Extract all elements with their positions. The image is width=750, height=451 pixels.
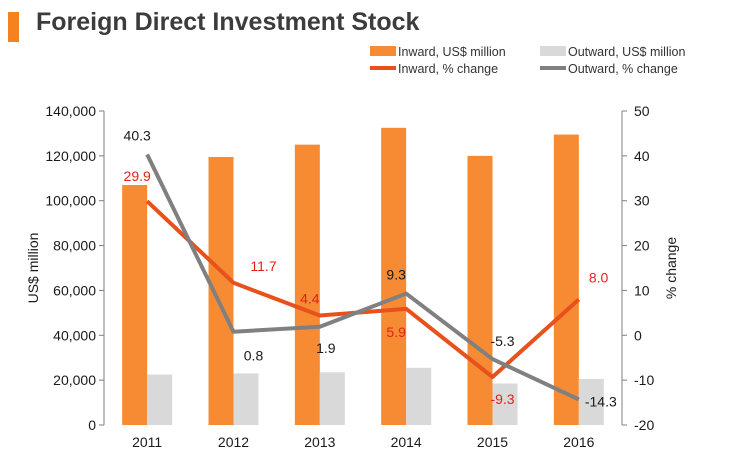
left-tick-label: 120,000 (45, 148, 96, 164)
bar-inward-2011 (122, 185, 148, 425)
data-label-outward-2016: -14.3 (585, 393, 617, 409)
data-label-outward-2012: 0.8 (244, 348, 264, 364)
x-tick-label: 2014 (391, 434, 422, 450)
bar-inward-2016 (553, 134, 579, 426)
data-label-outward-2011: 40.3 (124, 128, 151, 144)
right-tick-label: 0 (634, 327, 642, 343)
data-label-inward-2011: 29.9 (124, 168, 151, 184)
bar-outward-2012 (233, 373, 259, 425)
data-label-inward-2013: 4.4 (300, 291, 320, 307)
x-tick-label: 2016 (563, 434, 594, 450)
legend-swatch-1 (540, 46, 566, 56)
x-tick-label: 2013 (304, 434, 335, 450)
right-tick-label: -20 (634, 417, 654, 433)
bar-outward-2016 (578, 379, 604, 425)
title-accent-bar (8, 12, 19, 42)
x-tick-label: 2011 (132, 434, 162, 450)
data-label-outward-2013: 1.9 (316, 340, 336, 356)
left-tick-label: 80,000 (53, 238, 96, 254)
bar-inward-2014 (381, 127, 407, 426)
data-label-inward-2012: 11.7 (250, 258, 276, 274)
right-tick-label: 10 (634, 282, 650, 298)
right-tick-label: 50 (634, 103, 650, 119)
data-label-inward-2014: 5.9 (386, 324, 406, 340)
right-tick-label: 40 (634, 148, 650, 164)
bar-outward-2013 (319, 372, 345, 425)
left-tick-label: 20,000 (53, 372, 96, 388)
right-tick-label: 30 (634, 193, 650, 209)
left-tick-label: 100,000 (45, 193, 96, 209)
chart-title: Foreign Direct Investment Stock (36, 8, 420, 36)
bar-outward-2015 (492, 383, 518, 425)
left-tick-label: 140,000 (45, 103, 96, 119)
left-tick-label: 40,000 (53, 327, 96, 343)
bar-inward-2013 (294, 144, 320, 425)
line-outward-pct-change (145, 153, 580, 402)
x-tick-label: 2015 (477, 434, 508, 450)
data-label-inward-2016: 8.0 (589, 269, 609, 285)
left-tick-label: 0 (88, 417, 96, 433)
data-label-inward-2015: -9.3 (490, 391, 514, 407)
right-axis-title: % change (663, 237, 679, 299)
legend-label-3: Outward, % change (568, 62, 678, 76)
bar-outward-2014 (406, 367, 432, 425)
legend-label-1: Outward, US$ million (568, 45, 685, 59)
legend-swatch-0 (370, 46, 396, 56)
bar-inward-2015 (467, 155, 493, 425)
data-label-outward-2015: -5.3 (490, 333, 514, 349)
legend-label-2: Inward, % change (398, 62, 498, 76)
left-tick-label: 60,000 (53, 282, 96, 298)
x-tick-label: 2012 (218, 434, 249, 450)
right-tick-label: 20 (634, 238, 650, 254)
left-axis-title: US$ million (25, 233, 41, 304)
legend-label-0: Inward, US$ million (398, 45, 506, 59)
bar-outward-2011 (147, 374, 173, 425)
right-tick-label: -10 (634, 372, 654, 388)
data-label-outward-2014: 9.3 (386, 267, 406, 283)
